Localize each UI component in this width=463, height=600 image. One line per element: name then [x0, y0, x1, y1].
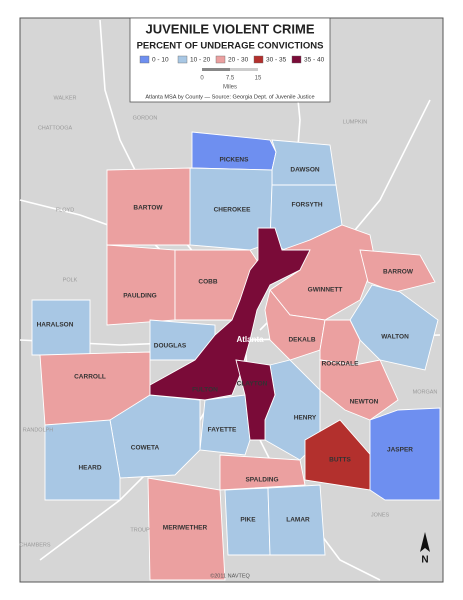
background-county-label: RANDOLPH: [23, 427, 54, 433]
background-county-label: CHATTOOGA: [38, 125, 73, 131]
background-county-label: TROUP: [130, 527, 150, 533]
scale-bar: 0 7.5 15 Miles: [200, 68, 262, 91]
scale-label: 7.5: [226, 76, 235, 82]
legend: 0 - 10 10 - 20 20 - 30 30 - 35 35 - 40: [139, 55, 325, 64]
scale-segment: [202, 68, 230, 71]
legend-label: 10 - 20: [190, 57, 211, 64]
counties: [31, 131, 441, 581]
county-label: NEWTON: [350, 399, 379, 406]
background-county-label: MORGAN: [413, 389, 438, 395]
county: [319, 359, 399, 421]
background-county-label: GORDON: [133, 115, 158, 121]
county-label: BARTOW: [133, 205, 163, 212]
county: [271, 139, 337, 186]
legend-label: 20 - 30: [228, 57, 249, 64]
scale-label: 15: [255, 76, 262, 82]
background-county-label: POLK: [63, 277, 78, 283]
legend-swatch: [215, 55, 226, 64]
county-label: ROCKDALE: [322, 361, 359, 368]
county-label: PAULDING: [123, 293, 156, 300]
county: [269, 224, 376, 321]
county-label: GWINNETT: [308, 287, 343, 294]
county-label: HARALSON: [37, 322, 74, 329]
county-label: FORSYTH: [291, 202, 322, 209]
legend-swatch: [139, 55, 150, 64]
county: [219, 454, 306, 491]
scale-label: 0: [200, 76, 204, 82]
county: [149, 227, 311, 401]
county: [199, 394, 251, 456]
county: [264, 289, 326, 361]
county: [147, 477, 226, 581]
county-label: BUTTS: [329, 457, 351, 464]
north-label: N: [421, 555, 428, 566]
scale-segment: [230, 68, 258, 71]
legend-box: JUVENILE VIOLENT CRIME PERCENT OF UNDERA…: [129, 17, 331, 103]
county-label: HENRY: [294, 415, 317, 422]
background-county-label: FLOYD: [56, 207, 74, 213]
north-arrow-shape: [420, 532, 430, 552]
title: JUVENILE VIOLENT CRIME: [145, 21, 314, 36]
county-label: JASPER: [387, 447, 413, 454]
county-label: CARROLL: [74, 374, 106, 381]
county: [106, 244, 176, 326]
county-label: COBB: [198, 279, 217, 286]
legend-label: 0 - 10: [152, 57, 169, 64]
county-label: CHEROKEE: [214, 207, 252, 214]
background-county-label: LUMPKIN: [343, 119, 367, 125]
background-county-label: WALKER: [53, 95, 76, 101]
background-county-label: JONES: [371, 512, 390, 518]
legend-swatch: [253, 55, 264, 64]
county-label: PICKENS: [220, 157, 250, 164]
legend-label: 30 - 35: [266, 57, 287, 64]
county-label: DOUGLAS: [154, 343, 187, 350]
county-label: LAMAR: [286, 517, 310, 524]
copyright: ©2011 NAVTEQ: [210, 572, 250, 579]
county: [359, 249, 436, 293]
background-county-label: CHAMBERS: [19, 542, 51, 548]
county: [267, 484, 326, 556]
city-label: Atlanta: [236, 335, 264, 344]
county: [106, 167, 191, 246]
county: [235, 359, 276, 441]
county-label: SPALDING: [245, 477, 278, 484]
county-label: BARROW: [383, 269, 414, 276]
county-label: HEARD: [78, 465, 101, 472]
county: [44, 419, 121, 501]
legend-swatch: [291, 55, 302, 64]
north-arrow: N: [420, 532, 430, 566]
legend-label: 35 - 40: [304, 57, 325, 64]
scale-unit: Miles: [223, 85, 237, 91]
legend-swatch: [177, 55, 188, 64]
labels: PICKENS DAWSON CHEROKEE FORSYTH BARTOW PAULDI…: [19, 95, 437, 548]
county-label: FULTON: [192, 387, 218, 394]
county-label: COWETA: [131, 445, 160, 452]
county-label: DAWSON: [290, 167, 320, 174]
source: Atlanta MSA by County — Source: Georgia …: [145, 94, 314, 100]
county-label: FAYETTE: [208, 427, 237, 434]
subtitle: PERCENT OF UNDERAGE CONVICTIONS: [137, 41, 324, 52]
county-label: WALTON: [381, 334, 409, 341]
county-label: DEKALB: [288, 337, 315, 344]
county: [369, 407, 441, 501]
county-label: CLAYTON: [237, 381, 268, 388]
county-label: PIKE: [240, 517, 256, 524]
county-label: MERIWETHER: [163, 525, 208, 532]
